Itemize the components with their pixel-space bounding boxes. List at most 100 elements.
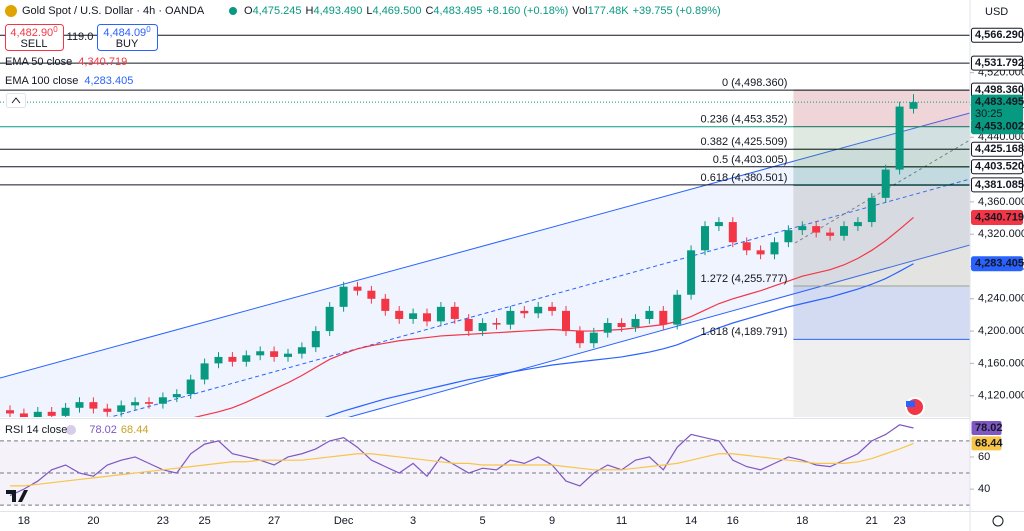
x-tick-label: 27 (268, 515, 280, 527)
candle-body (270, 351, 279, 357)
candle-body (756, 250, 765, 255)
candle-body (895, 106, 904, 170)
ohlc-label: H (306, 5, 314, 17)
candle-body (423, 313, 431, 322)
candle-body (478, 323, 487, 332)
candle-body (353, 286, 362, 291)
ohlc-legend: O4,475.245 H4,493.490 L4,469.500 C4,483.495… (244, 5, 721, 17)
collapse-icon (11, 97, 21, 104)
price-label-box (971, 27, 1023, 43)
candle-body (19, 413, 28, 417)
candle-body (186, 379, 195, 395)
candle-body (75, 402, 84, 408)
change: +8.160 (+0.18%) (486, 5, 568, 17)
buy-price-sup: 0 (146, 25, 151, 34)
candle-body (589, 332, 598, 344)
candle-body (728, 222, 737, 243)
ohlc-value: 4,483.495 (433, 5, 482, 17)
y-tick-label: 4,200.000 (978, 325, 1024, 337)
price-label: 4,283.405 (975, 258, 1024, 270)
currency[interactable]: USD (985, 6, 1008, 18)
trend-line (794, 139, 970, 244)
price-label: 4,453.002 (975, 121, 1024, 133)
price-label-box (971, 256, 1023, 272)
rsi-tick-label: 40 (978, 483, 990, 495)
candle-body (47, 411, 56, 416)
candle-body (33, 411, 42, 417)
candle-body (131, 402, 140, 406)
collapse-button[interactable] (6, 93, 26, 108)
volume: 177.48K (588, 5, 630, 17)
ohlc-value: 4,493.490 (313, 5, 362, 17)
price-label-box (971, 177, 1023, 193)
candle-body (645, 310, 654, 319)
candle-body (687, 250, 696, 295)
fib-label: 1.618 (4,189.791) (701, 326, 788, 338)
ohlc-label: C (425, 5, 433, 17)
candle-body (520, 310, 529, 314)
price-label: 4,381.085 (975, 179, 1024, 191)
sell-label: SELL (21, 38, 48, 50)
price-label: 4,425.168 (975, 143, 1024, 155)
fib-label: 0.5 (4,403.005) (713, 154, 788, 166)
fib-band (793, 286, 970, 340)
x-tick-label: 16 (727, 515, 739, 527)
rsi-tick-label: 60 (978, 451, 990, 463)
x-tick-label: 3 (410, 515, 416, 527)
candle-body (867, 197, 876, 223)
rsi-ma-value: 68.44 (121, 424, 149, 436)
candle-body (381, 298, 390, 311)
candle-body (853, 222, 862, 227)
candle-body (436, 306, 445, 322)
buy-label: BUY (116, 38, 139, 50)
x-tick-label: 18 (796, 515, 808, 527)
fib-label: 1.272 (4,255.777) (701, 273, 788, 285)
y-tick-label: 4,320.000 (978, 228, 1024, 240)
ema-legend: EMA 100 close 4,283.405 (5, 75, 133, 87)
x-tick-label: 23 (157, 515, 169, 527)
volume-label: Vol (572, 5, 587, 17)
candle-body (798, 226, 807, 231)
candle-body (617, 323, 626, 328)
rsi-value-box (971, 421, 1002, 436)
market-status (229, 7, 237, 15)
candle-body (701, 226, 709, 251)
candle-body (881, 169, 890, 198)
candle-body (826, 232, 835, 236)
rsi-value-label: 78.02 (975, 422, 1003, 434)
symbol-title: Gold Spot / U.S. Dollar · 4h · OANDA (22, 5, 205, 17)
sell-button[interactable] (5, 24, 64, 51)
ema-value: 4,283.405 (84, 75, 133, 87)
candle-body (409, 313, 418, 319)
price-label: 4,403.520 (975, 161, 1024, 173)
candle-body (770, 242, 779, 255)
settings-icon[interactable] (992, 515, 1004, 527)
price-label-box (971, 119, 1023, 135)
symbol-icon[interactable] (5, 5, 17, 17)
x-tick-label: 25 (198, 515, 210, 527)
ohlc-label: O (244, 5, 253, 17)
x-tick-label: 5 (480, 515, 486, 527)
fib-label: 0.236 (4,453.352) (701, 113, 788, 125)
candle-body (714, 222, 723, 227)
price-label: 4,566.290 (975, 29, 1024, 41)
buy-price: 4,484.090 (103, 25, 151, 39)
candle-body (284, 353, 292, 357)
x-tick-label: 11 (616, 515, 627, 527)
fib-band (793, 148, 970, 168)
price-label: 4,483.495 (975, 96, 1024, 108)
candle-body (659, 310, 668, 325)
buy-button[interactable] (97, 24, 158, 51)
channel-fill (0, 113, 970, 417)
rsi-value-label: 68.44 (975, 437, 1003, 449)
sell-price: 4,482.900 (10, 25, 58, 39)
fib-band (793, 185, 970, 287)
candle-body (339, 286, 348, 307)
rsi-icon (66, 425, 76, 435)
ema-name: EMA 100 close (5, 75, 78, 87)
sell-price-main: 4,482.90 (10, 27, 53, 39)
y-tick-label: 4,240.000 (978, 293, 1024, 305)
x-tick-label: 23 (893, 515, 905, 527)
candle-body (742, 242, 751, 251)
